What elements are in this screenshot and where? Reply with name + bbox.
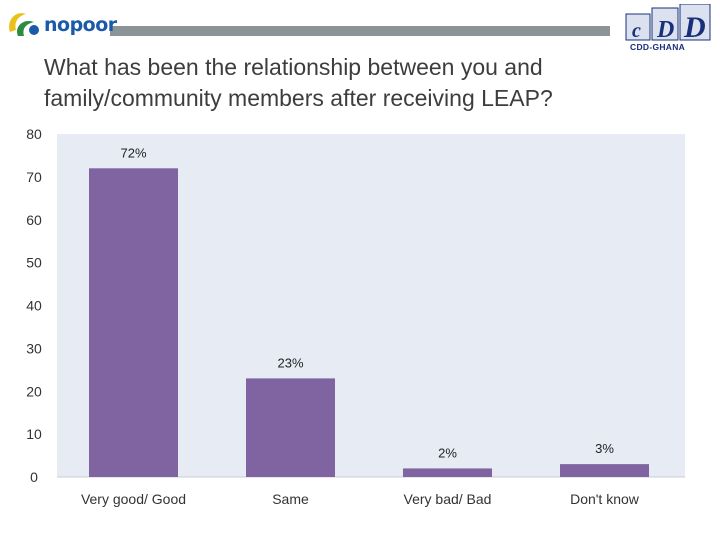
data-label: 3% bbox=[595, 441, 614, 456]
data-label: 2% bbox=[438, 445, 457, 460]
y-tick-label: 0 bbox=[30, 469, 38, 485]
x-tick-label: Very bad/ Bad bbox=[404, 491, 492, 507]
y-tick-label: 70 bbox=[26, 169, 42, 185]
bar bbox=[246, 378, 335, 477]
x-tick-label: Same bbox=[272, 491, 309, 507]
y-tick-label: 20 bbox=[26, 383, 42, 399]
y-tick-label: 40 bbox=[26, 298, 42, 314]
bar bbox=[403, 468, 492, 477]
y-tick-label: 80 bbox=[26, 126, 42, 142]
data-label: 72% bbox=[120, 145, 146, 160]
y-tick-label: 60 bbox=[26, 212, 42, 228]
y-tick-label: 30 bbox=[26, 340, 42, 356]
x-tick-label: Very good/ Good bbox=[81, 491, 186, 507]
bar bbox=[560, 464, 649, 477]
y-tick-label: 10 bbox=[26, 426, 42, 442]
y-tick-label: 50 bbox=[26, 255, 42, 271]
bar bbox=[89, 168, 178, 477]
data-label: 23% bbox=[277, 355, 303, 370]
x-tick-label: Don't know bbox=[570, 491, 640, 507]
